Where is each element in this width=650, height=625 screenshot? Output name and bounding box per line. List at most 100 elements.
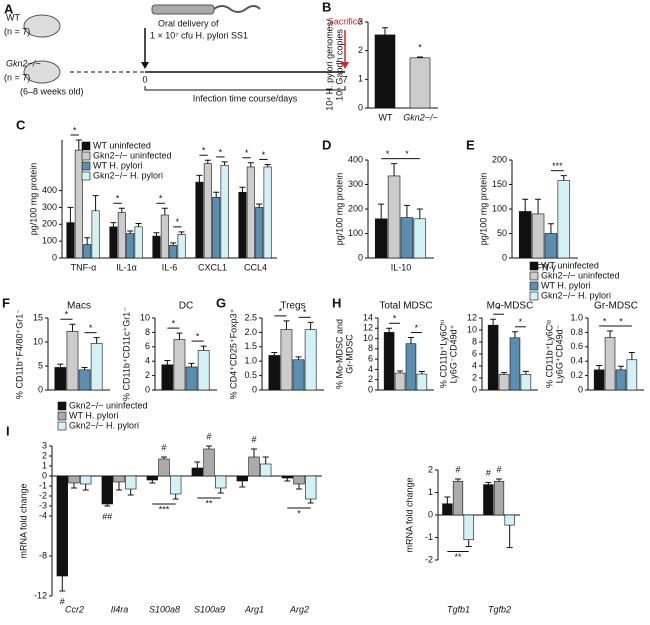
significance-label: *: [415, 323, 419, 333]
bar: [246, 166, 255, 259]
panel-label: D: [322, 137, 331, 152]
significance-label: *: [202, 146, 206, 156]
mouse-icon: [23, 14, 61, 38]
significance-label: #: [161, 442, 166, 452]
bar: [248, 456, 260, 477]
significance-label: #: [251, 434, 256, 444]
y-tick-label: 8: [145, 327, 150, 337]
panel-label: B: [322, 0, 331, 14]
y-axis-label: % CD11b⁺F4/80⁺Gr1⁻: [14, 309, 24, 399]
significance-label: *: [159, 194, 163, 204]
syringe-icon: [151, 4, 215, 15]
y-tick-label: -3: [39, 500, 47, 510]
y-tick-label: -1: [39, 480, 47, 490]
legend-label: WT H. pylori: [69, 410, 118, 420]
bar: [158, 458, 170, 477]
x-tick-label: Ccr2: [65, 604, 84, 614]
error-bar: [71, 483, 77, 489]
bar: [509, 337, 521, 391]
y-tick-label: 0.2: [570, 370, 583, 380]
panel-label: G: [216, 295, 226, 310]
y-tick-label: 3: [358, 16, 363, 26]
legend-label: Gkn2−/− uninfected: [69, 400, 148, 410]
significance-label: ***: [552, 161, 563, 171]
error-bar: [170, 242, 177, 246]
error-bar: [82, 484, 89, 491]
bar: [66, 222, 75, 259]
legend-swatch: [529, 261, 539, 271]
y-tick-label: 2: [145, 370, 150, 380]
y-tick-label: 0: [428, 509, 433, 519]
y-tick-label: 6: [145, 341, 150, 351]
y-tick-label: 300: [42, 202, 57, 212]
bar: [197, 350, 210, 391]
significance-label: *: [176, 217, 180, 227]
legend-label: Gkn2−/− H. pylori: [69, 420, 139, 430]
arrow-head: [341, 62, 349, 69]
bar: [416, 373, 428, 391]
bar: [280, 329, 293, 391]
error-bar: [560, 175, 567, 181]
y-axis-label: 10⁴ H. pylori genomes/: [324, 19, 334, 111]
error-bar: [547, 223, 554, 234]
legend-swatch: [529, 281, 539, 291]
y-tick-label: 1.0: [244, 356, 257, 366]
bar: [304, 329, 317, 391]
y-tick-label: -2: [425, 554, 433, 564]
error-bar: [283, 320, 290, 330]
significance-label: *: [73, 125, 77, 135]
y-tick-label: 1.0: [570, 312, 583, 322]
y-tick-label: -12: [34, 590, 47, 600]
group-name: WT: [6, 12, 20, 22]
bar: [125, 475, 137, 490]
panel-label: H: [332, 295, 341, 310]
y-tick-label: 8: [472, 336, 477, 346]
bar: [169, 245, 178, 259]
x-tick-label: Tgfb2: [488, 604, 511, 614]
y-axis-label: mRNA fold change: [18, 483, 28, 558]
error-bar: [522, 198, 529, 212]
legend-swatch: [81, 161, 91, 171]
legend-swatch: [57, 411, 67, 421]
y-tick-label: 1: [358, 74, 363, 84]
significance-label: *: [386, 149, 390, 159]
y-axis-label: mRNA fold change: [404, 477, 414, 552]
y-tick-label: -1: [425, 532, 433, 542]
y-tick-label: 0: [38, 384, 43, 394]
legend-label: Gkn2−/− H. pylori: [541, 290, 611, 300]
bar: [83, 244, 92, 259]
error-bar: [455, 478, 461, 482]
y-axis-label: Ly6G⁺CD49d⁻: [554, 324, 564, 383]
legend-swatch: [529, 291, 539, 301]
y-tick-label: 100: [42, 236, 57, 246]
legend-swatch: [529, 271, 539, 281]
bar: [293, 475, 305, 485]
y-tick-label: 2: [428, 464, 433, 474]
x-tick-label: WT: [379, 112, 393, 122]
y-tick-label: 400: [348, 154, 363, 164]
group-n: (n = 7): [4, 26, 30, 36]
bar: [504, 514, 515, 526]
error-bar: [164, 359, 171, 365]
y-tick-label: 1.5: [244, 341, 257, 351]
error-bar: [200, 345, 207, 351]
bar: [615, 369, 627, 391]
significance-label: *: [245, 148, 249, 158]
bar: [113, 475, 125, 483]
legend-label: WT uninfected: [93, 140, 151, 150]
significance-label: *: [393, 314, 397, 324]
error-bar: [386, 327, 393, 333]
bar: [463, 514, 474, 541]
significance-label: **: [454, 552, 462, 562]
group-n: (n = 7): [4, 72, 30, 82]
time-end: 7: [342, 74, 347, 84]
group-name: Gkn2−/−: [6, 58, 41, 68]
y-tick-label: 14: [363, 312, 373, 322]
bar: [117, 212, 126, 259]
bar: [405, 343, 417, 391]
error-bar: [172, 494, 179, 500]
time-start: 0: [142, 74, 147, 84]
bar: [220, 164, 229, 259]
y-tick-label: 2.0: [244, 327, 257, 337]
